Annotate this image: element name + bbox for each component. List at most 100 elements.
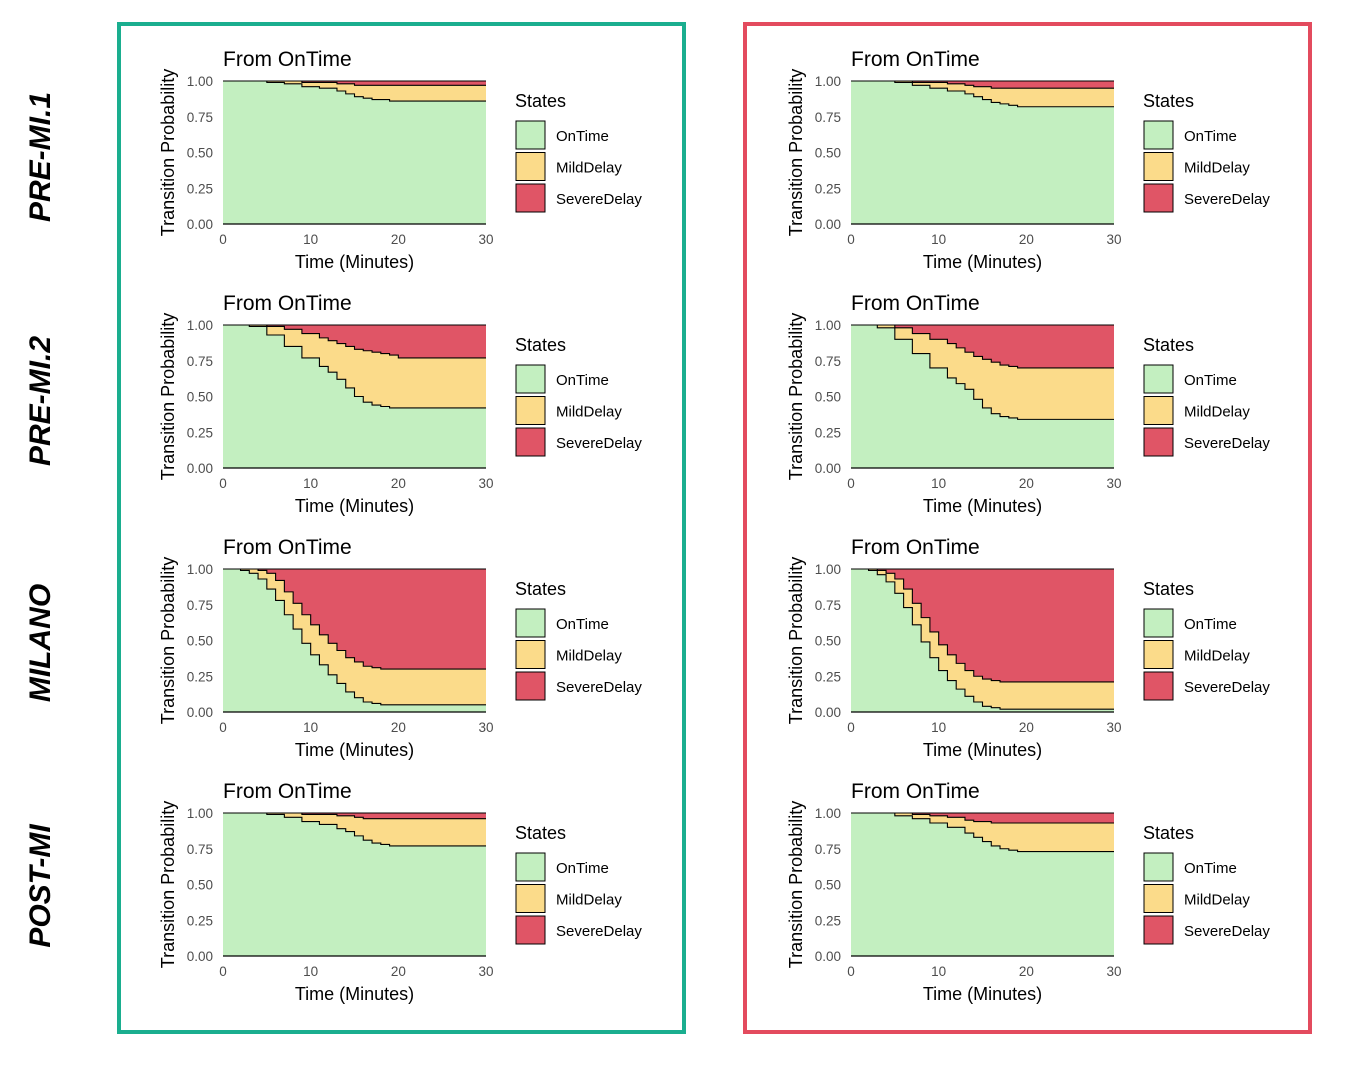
x-axis-label: Time (Minutes) (923, 496, 1042, 516)
y-tick-label: 1.00 (815, 74, 841, 89)
y-tick-label: 0.00 (187, 705, 213, 720)
area-severedelay (851, 569, 1114, 682)
x-axis-label: Time (Minutes) (923, 252, 1042, 272)
panel-title: From OnTime (851, 780, 980, 803)
y-axis-label: Transition Probability (786, 313, 806, 480)
x-tick-label: 0 (847, 720, 855, 735)
y-tick-label: 0.50 (187, 146, 213, 161)
legend-swatch-ontime (1143, 852, 1174, 882)
x-axis-label: Time (Minutes) (923, 984, 1042, 1004)
legend-entry: OnTime (556, 616, 609, 633)
y-axis-label: Transition Probability (786, 801, 806, 968)
x-tick-label: 30 (478, 476, 493, 491)
legend-swatch-ontime (515, 364, 546, 394)
y-tick-label: 0.00 (815, 705, 841, 720)
legend-entry: SevereDelay (556, 435, 642, 452)
boundary-milddelay (223, 324, 486, 359)
y-tick-label: 0.50 (187, 878, 213, 893)
y-tick-label: 0.25 (187, 913, 213, 928)
x-tick-label: 0 (847, 964, 855, 979)
panel-title: From OnTime (223, 780, 352, 803)
x-tick-label: 0 (219, 964, 227, 979)
y-tick-label: 0.75 (187, 598, 213, 613)
y-tick-label: 0.50 (187, 390, 213, 405)
row-label: POST-MI (24, 824, 57, 948)
y-tick-label: 0.50 (815, 634, 841, 649)
panel-title: From OnTime (851, 536, 980, 559)
area-milddelay (223, 325, 486, 408)
right-group-frame (743, 22, 1312, 1034)
x-tick-label: 30 (1106, 964, 1121, 979)
x-tick-label: 0 (847, 232, 855, 247)
legend-swatch-severedelay (1143, 671, 1174, 701)
area-ontime (223, 81, 486, 224)
y-tick-label: 1.00 (187, 318, 213, 333)
area-milddelay (851, 81, 1114, 107)
y-tick-label: 1.00 (187, 74, 213, 89)
x-tick-label: 20 (391, 476, 406, 491)
y-tick-label: 0.25 (187, 181, 213, 196)
left-group-frame (117, 22, 686, 1034)
legend-entry: MildDelay (556, 648, 622, 665)
panel-title: From OnTime (223, 536, 352, 559)
area-ontime (851, 569, 1114, 712)
y-tick-label: 0.75 (187, 842, 213, 857)
row-label: PRE-MI.1 (24, 92, 57, 222)
area-severedelay (223, 569, 486, 670)
x-tick-label: 0 (847, 476, 855, 491)
y-tick-label: 0.25 (815, 181, 841, 196)
x-tick-label: 20 (391, 964, 406, 979)
boundary-ontime (223, 324, 486, 409)
y-tick-label: 1.00 (187, 806, 213, 821)
chart-panel-right-2: From OnTime 0.00 0.25 0.50 0.75 1.00 0 10 20 30 Ti… (786, 292, 1270, 516)
x-tick-label: 20 (1019, 720, 1034, 735)
x-tick-label: 10 (931, 476, 946, 491)
x-tick-label: 10 (303, 964, 318, 979)
legend-entry: MildDelay (1184, 648, 1250, 665)
panel-title: From OnTime (851, 292, 980, 315)
y-tick-label: 1.00 (187, 562, 213, 577)
legend-entry: OnTime (556, 860, 609, 877)
chart-panel-right-4: From OnTime 0.00 0.25 0.50 0.75 1.00 0 10 20 30 Ti… (786, 780, 1270, 1004)
y-tick-label: 0.75 (187, 110, 213, 125)
legend-title: States (1143, 823, 1194, 843)
legend-entry: MildDelay (556, 160, 622, 177)
x-tick-label: 10 (303, 232, 318, 247)
legend-swatch-severedelay (515, 915, 546, 945)
area-severedelay (223, 325, 486, 358)
legend-swatch-severedelay (515, 183, 546, 213)
x-tick-label: 30 (478, 720, 493, 735)
area-milddelay (851, 813, 1114, 852)
y-tick-label: 0.75 (187, 354, 213, 369)
area-ontime (851, 813, 1114, 956)
y-tick-label: 0.25 (815, 669, 841, 684)
legend-swatch-ontime (1143, 364, 1174, 394)
legend-swatch-milddelay (1143, 640, 1174, 669)
boundary-ontime (223, 568, 486, 706)
y-tick-label: 0.50 (815, 390, 841, 405)
x-axis-label: Time (Minutes) (923, 740, 1042, 760)
legend-entry: OnTime (556, 372, 609, 389)
x-axis-label: Time (Minutes) (295, 252, 414, 272)
legend-entry: SevereDelay (556, 923, 642, 940)
y-tick-label: 0.50 (815, 146, 841, 161)
boundary-ontime (851, 568, 1114, 710)
legend-entry: SevereDelay (556, 679, 642, 696)
x-tick-label: 10 (931, 232, 946, 247)
legend-entry: OnTime (1184, 616, 1237, 633)
y-tick-label: 0.25 (815, 425, 841, 440)
legend-title: States (1143, 91, 1194, 111)
y-axis-label: Transition Probability (158, 69, 178, 236)
area-severedelay (851, 325, 1114, 368)
boundary-milddelay (851, 324, 1114, 369)
panel-title: From OnTime (851, 48, 980, 71)
area-severedelay (851, 81, 1114, 89)
boundary-ontime (851, 80, 1114, 108)
x-tick-label: 20 (1019, 476, 1034, 491)
boundary-ontime (223, 80, 486, 102)
legend-swatch-milddelay (1143, 396, 1174, 425)
y-tick-label: 0.75 (815, 354, 841, 369)
x-tick-label: 0 (219, 720, 227, 735)
area-milddelay (223, 813, 486, 846)
